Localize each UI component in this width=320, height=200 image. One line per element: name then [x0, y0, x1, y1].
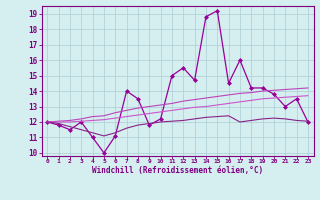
- X-axis label: Windchill (Refroidissement éolien,°C): Windchill (Refroidissement éolien,°C): [92, 166, 263, 175]
